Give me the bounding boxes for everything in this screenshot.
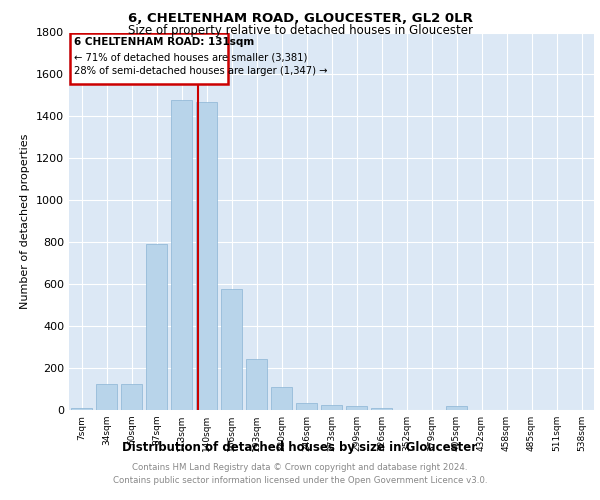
- Text: 28% of semi-detached houses are larger (1,347) →: 28% of semi-detached houses are larger (…: [74, 66, 328, 76]
- Bar: [296, 402, 317, 410]
- FancyBboxPatch shape: [70, 32, 228, 84]
- Bar: [196, 102, 217, 410]
- Bar: [221, 290, 242, 410]
- Bar: [271, 387, 292, 410]
- Text: Contains public sector information licensed under the Open Government Licence v3: Contains public sector information licen…: [113, 476, 487, 485]
- Bar: [146, 244, 167, 410]
- Bar: [96, 384, 117, 410]
- Bar: [446, 406, 467, 410]
- Bar: [171, 100, 192, 410]
- Bar: [121, 384, 142, 410]
- Bar: [71, 408, 92, 410]
- Text: ← 71% of detached houses are smaller (3,381): ← 71% of detached houses are smaller (3,…: [74, 52, 307, 62]
- Text: Distribution of detached houses by size in Gloucester: Distribution of detached houses by size …: [122, 441, 478, 454]
- Bar: [321, 405, 342, 410]
- Text: 6, CHELTENHAM ROAD, GLOUCESTER, GL2 0LR: 6, CHELTENHAM ROAD, GLOUCESTER, GL2 0LR: [128, 12, 472, 26]
- Text: Size of property relative to detached houses in Gloucester: Size of property relative to detached ho…: [128, 24, 473, 37]
- Bar: [346, 406, 367, 410]
- Text: 6 CHELTENHAM ROAD: 131sqm: 6 CHELTENHAM ROAD: 131sqm: [74, 36, 254, 46]
- Bar: [246, 358, 267, 410]
- Text: Contains HM Land Registry data © Crown copyright and database right 2024.: Contains HM Land Registry data © Crown c…: [132, 464, 468, 472]
- Y-axis label: Number of detached properties: Number of detached properties: [20, 134, 31, 309]
- Bar: [371, 408, 392, 410]
